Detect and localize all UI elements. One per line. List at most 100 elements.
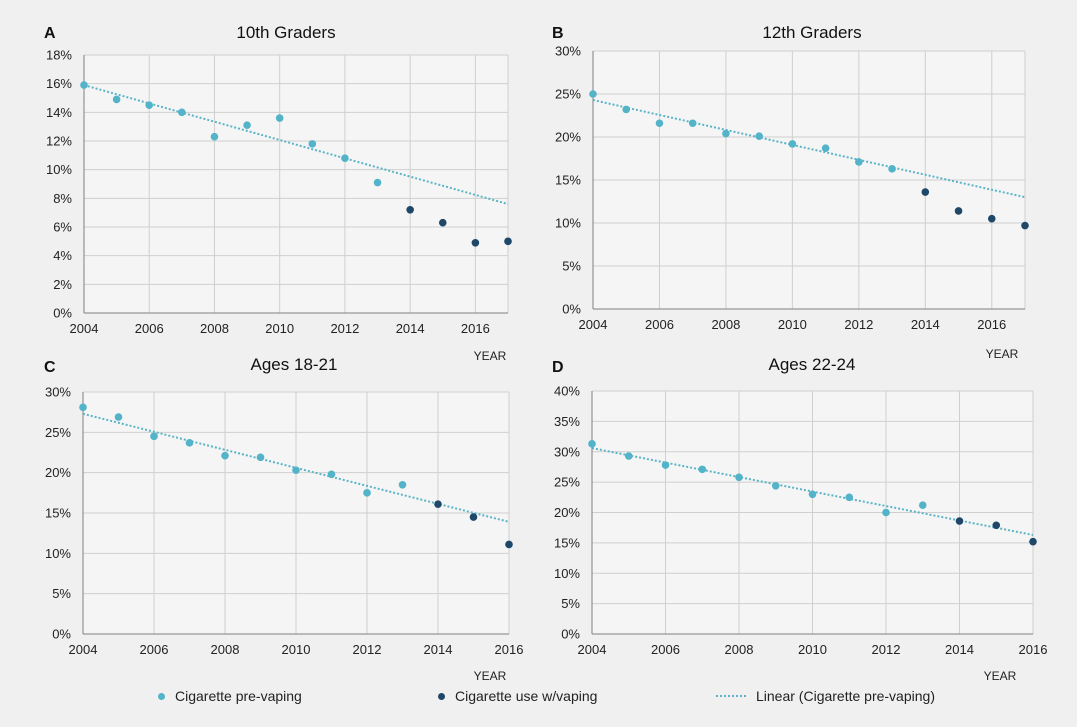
panel-letter: D [552, 359, 564, 376]
point-pre-vaping [243, 121, 251, 130]
point-with-vaping [434, 500, 442, 508]
trendline [82, 412, 510, 523]
point-pre-vaping [373, 178, 382, 187]
x-tick-label: 2008 [211, 642, 240, 657]
point-pre-vaping [698, 465, 707, 474]
point-pre-vaping [308, 140, 317, 148]
point-with-vaping [471, 238, 480, 247]
y-tick-label: 5% [52, 586, 71, 601]
point-with-vaping [992, 521, 1001, 530]
y-tick-label: 0% [561, 627, 580, 642]
point-pre-vaping [808, 490, 817, 499]
y-tick-label: 10% [554, 566, 580, 581]
x-axis-label: YEAR [986, 347, 1019, 361]
x-tick-label: 2012 [872, 642, 901, 657]
panel-letter: B [552, 25, 564, 42]
x-tick-label: 2016 [495, 642, 524, 657]
point-pre-vaping [221, 451, 229, 460]
x-tick-label: 2012 [844, 317, 873, 332]
point-pre-vaping [589, 90, 597, 98]
point-pre-vaping [722, 129, 730, 138]
legend-item-pre: Cigarette pre-vaping [158, 688, 302, 704]
x-tick-label: 2014 [945, 642, 974, 657]
y-tick-label: 30% [554, 444, 580, 459]
point-with-vaping [505, 540, 513, 549]
y-tick-label: 40% [554, 384, 580, 399]
x-tick-label: 2006 [140, 642, 169, 657]
y-tick-label: 35% [554, 414, 580, 429]
y-tick-label: 15% [555, 173, 581, 188]
point-pre-vaping [755, 132, 763, 140]
x-tick-label: 2004 [579, 317, 608, 332]
point-with-vaping [469, 513, 478, 521]
legend-marker-post [438, 692, 445, 700]
x-tick-label: 2010 [778, 317, 807, 332]
point-pre-vaping [845, 493, 854, 502]
point-pre-vaping [918, 501, 927, 510]
point-pre-vaping [341, 154, 349, 162]
point-with-vaping [438, 218, 447, 227]
point-pre-vaping [888, 165, 896, 173]
x-axis-label: YEAR [474, 669, 507, 683]
x-tick-label: 2004 [578, 642, 607, 657]
y-tick-label: 10% [45, 546, 71, 561]
point-pre-vaping [882, 508, 890, 517]
point-with-vaping [954, 207, 963, 215]
y-tick-label: 10% [46, 162, 72, 177]
x-tick-label: 2008 [725, 642, 754, 657]
y-tick-label: 14% [46, 105, 72, 120]
x-tick-label: 2006 [645, 317, 674, 332]
point-pre-vaping [185, 439, 194, 447]
point-with-vaping [504, 237, 512, 246]
y-tick-label: 20% [45, 465, 71, 480]
y-tick-label: 8% [53, 191, 72, 206]
point-pre-vaping [588, 440, 596, 448]
x-tick-label: 2014 [424, 642, 453, 657]
point-with-vaping [987, 214, 996, 223]
point-with-vaping [1021, 221, 1029, 230]
legend-item-trend: Linear (Cigarette pre-vaping) [716, 688, 935, 704]
x-axis-label: YEAR [474, 349, 507, 363]
point-with-vaping [921, 188, 930, 196]
panel-title: Ages 18-21 [251, 355, 338, 374]
x-tick-label: 2014 [396, 321, 425, 336]
x-tick-label: 2010 [798, 642, 827, 657]
point-pre-vaping [363, 489, 371, 497]
point-pre-vaping [80, 81, 88, 89]
y-tick-label: 25% [554, 475, 580, 490]
legend-label-pre: Cigarette pre-vaping [175, 688, 302, 704]
y-tick-label: 5% [562, 259, 581, 274]
point-pre-vaping [735, 473, 743, 482]
x-axis-label: YEAR [984, 669, 1017, 683]
x-tick-label: 2004 [69, 642, 98, 657]
y-tick-label: 0% [562, 302, 581, 317]
x-tick-label: 2008 [711, 317, 740, 332]
plot-area-a [84, 55, 508, 313]
x-tick-label: 2016 [977, 317, 1006, 332]
x-tick-label: 2016 [1019, 642, 1048, 657]
point-pre-vaping [112, 95, 121, 104]
y-tick-label: 4% [53, 248, 72, 263]
point-pre-vaping [114, 413, 123, 421]
y-tick-label: 0% [53, 306, 72, 321]
y-tick-label: 0% [52, 627, 71, 642]
y-tick-label: 30% [45, 385, 71, 400]
point-with-vaping [406, 206, 414, 214]
point-pre-vaping [145, 101, 154, 109]
y-tick-label: 30% [555, 44, 581, 59]
y-tick-label: 20% [554, 505, 580, 520]
panel-title: 12th Graders [762, 23, 861, 42]
x-tick-label: 2006 [651, 642, 680, 657]
legend-marker-pre [158, 692, 165, 700]
legend-label-trend: Linear (Cigarette pre-vaping) [756, 688, 935, 704]
x-tick-label: 2016 [461, 321, 490, 336]
y-tick-label: 18% [46, 48, 72, 63]
trendline [83, 84, 509, 206]
panel-letter: A [44, 25, 56, 42]
y-tick-label: 10% [555, 216, 581, 231]
point-pre-vaping [855, 158, 863, 166]
point-pre-vaping [821, 144, 830, 152]
y-tick-label: 20% [555, 130, 581, 145]
legend: Cigarette pre-vaping Cigarette use w/vap… [0, 680, 1077, 714]
